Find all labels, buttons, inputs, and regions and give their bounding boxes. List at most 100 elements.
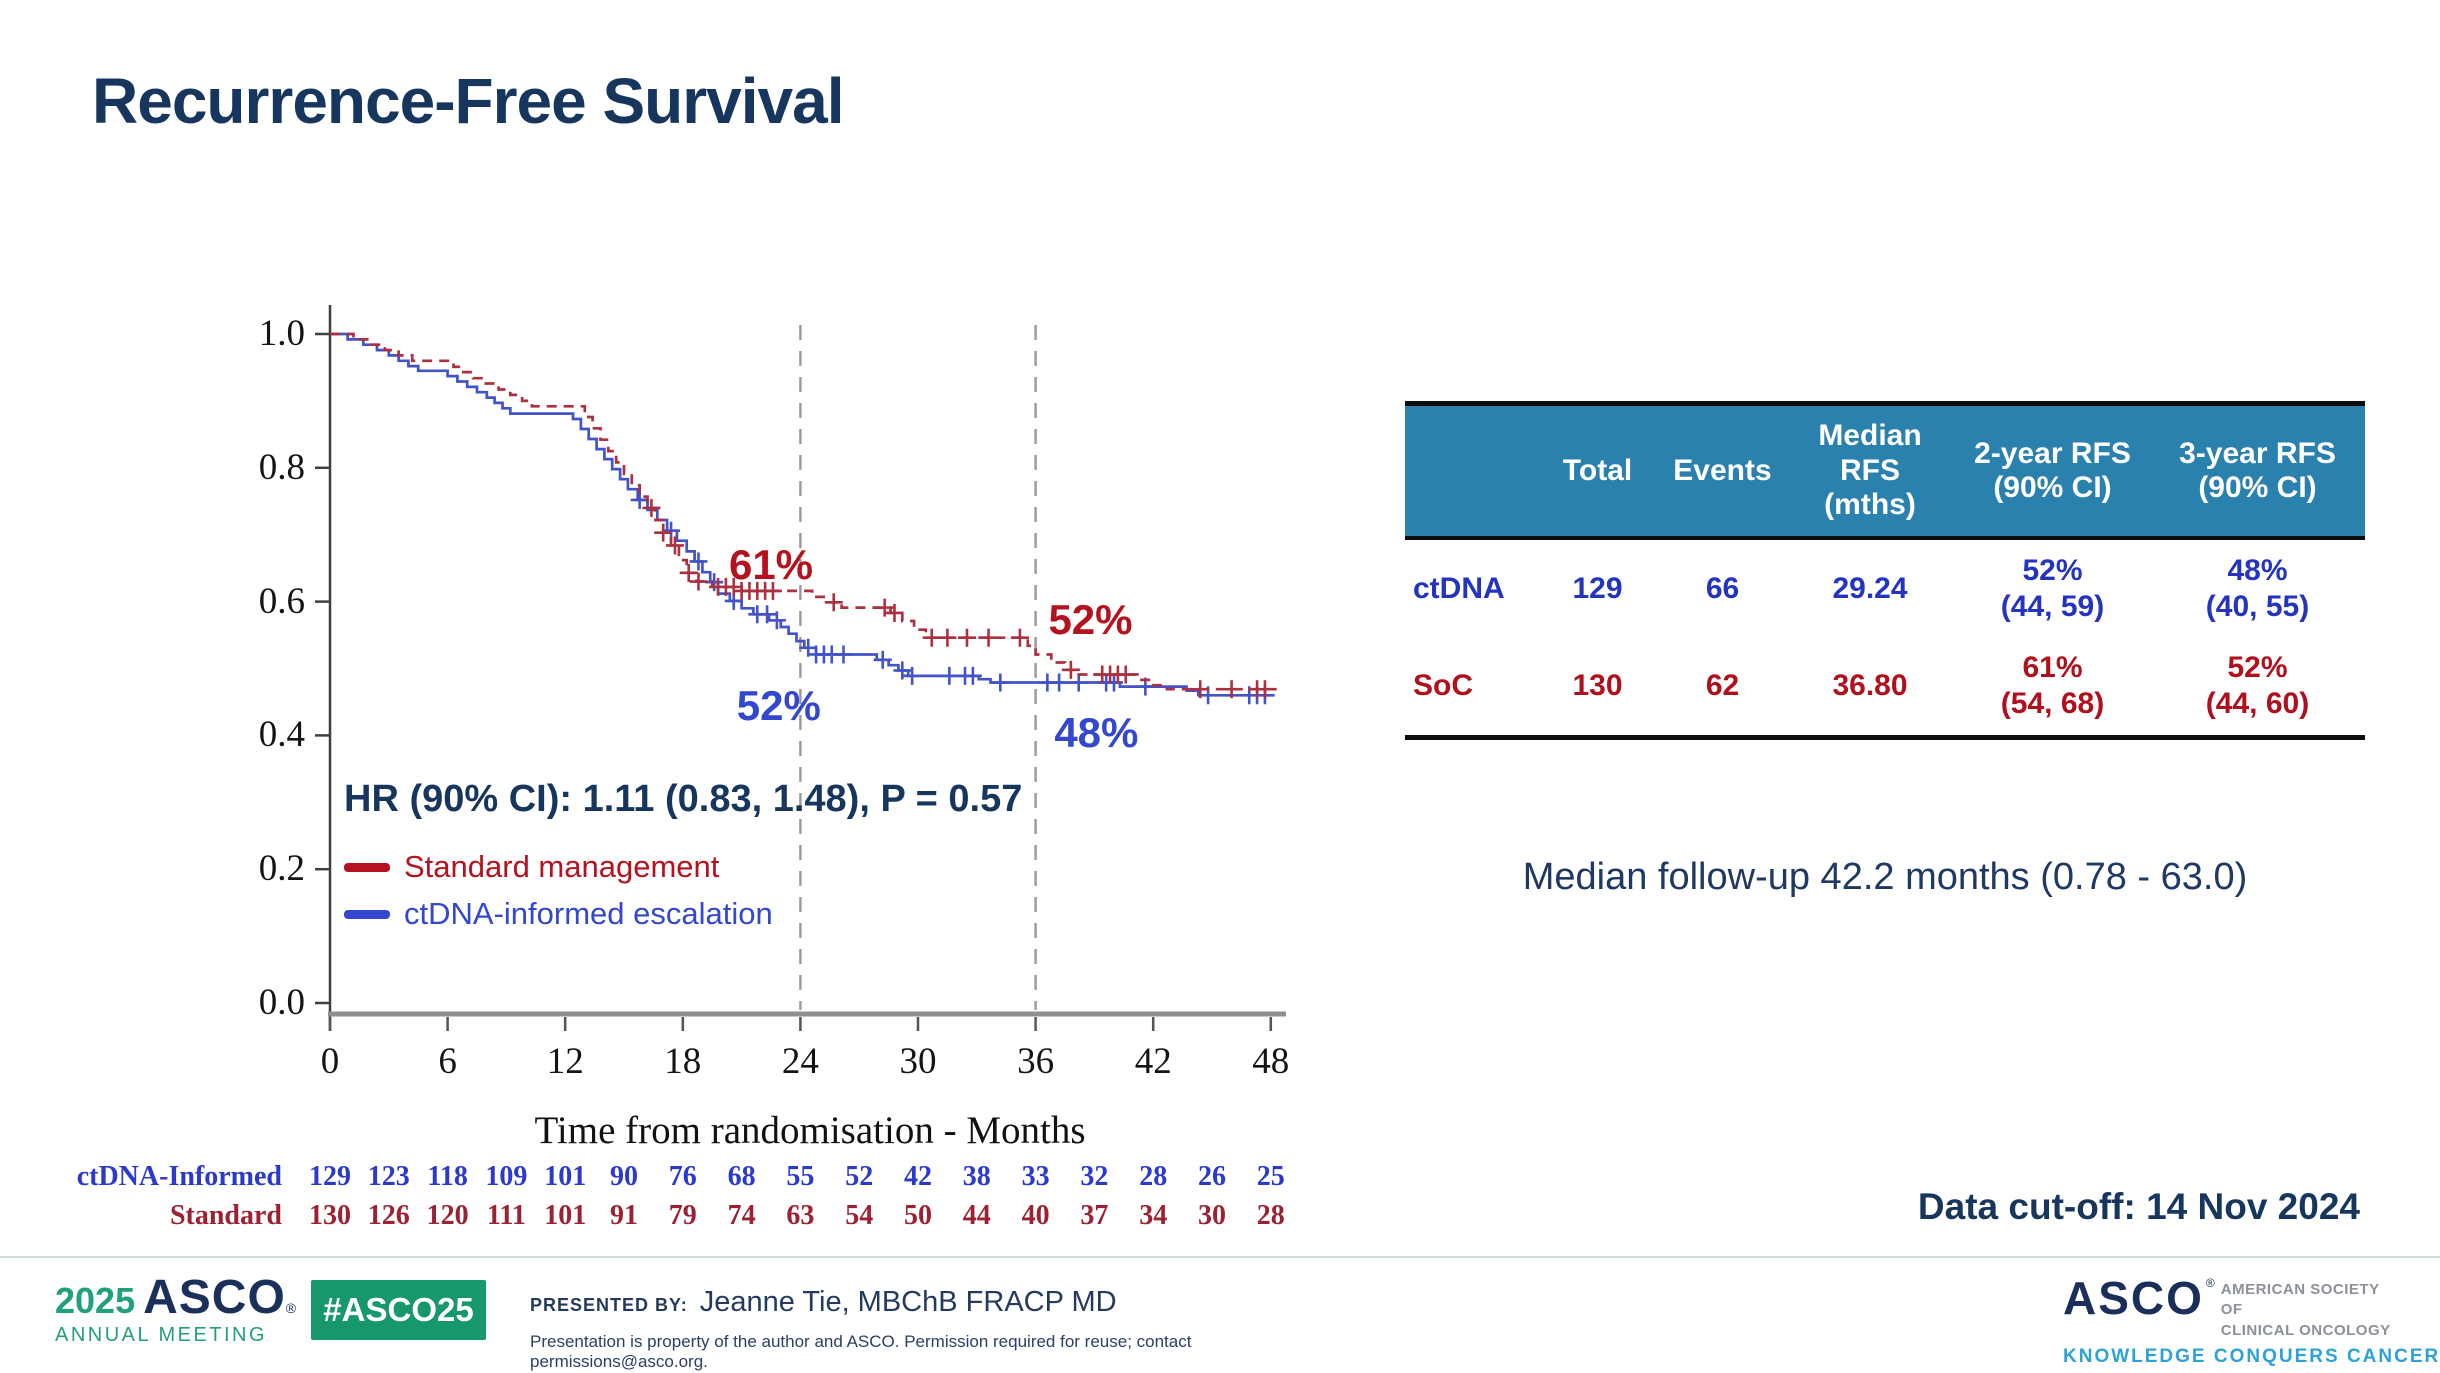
summary-table-grid: Total Events Median RFS (mths) 2-year RFS (… xyxy=(1405,401,2365,740)
risk-count: 118 xyxy=(427,1161,468,1192)
asco-logo: ASCO ® AMERICAN SOCIETY OF CLINICAL ONCO… xyxy=(2063,1272,2440,1368)
summary-cell: 61% (54, 68) xyxy=(1955,637,2150,740)
y-tick-label: 0.4 xyxy=(258,714,305,756)
registered-mark: ® xyxy=(2205,1276,2215,1290)
risk-count: 63 xyxy=(786,1200,815,1231)
censor-marks xyxy=(642,498,1274,699)
risk-count: 91 xyxy=(610,1200,638,1231)
summary-cell: 62 xyxy=(1660,637,1785,740)
meeting-year: 2025 xyxy=(55,1280,136,1321)
x-tick-label: 42 xyxy=(1134,1041,1172,1082)
risk-count: 52 xyxy=(845,1161,874,1192)
series-standard-management xyxy=(330,332,1277,699)
y-tick-label: 0.0 xyxy=(258,982,305,1023)
meeting-org: ASCO xyxy=(143,1271,286,1324)
summary-cell: 48% (40, 55) xyxy=(2205,553,2310,623)
summary-cell: 130 xyxy=(1535,637,1660,740)
asco-logo-row: ASCO ® AMERICAN SOCIETY OF CLINICAL ONCO… xyxy=(2063,1272,2403,1341)
summary-row-label: SoC xyxy=(1405,637,1535,740)
survival-percent-annotation: 61% xyxy=(728,540,814,588)
data-cutoff-text: Data cut-off: 14 Nov 2024 xyxy=(1917,1186,2360,1227)
ctdna-escalation-swatch xyxy=(344,909,390,919)
summary-cell: 36.80 xyxy=(1785,637,1955,740)
summary-header-cell: Total xyxy=(1535,401,1660,540)
summary-row-soc: SoC 130 62 36.80 61% (54, 68) 52% (44, 60) xyxy=(1405,637,2365,740)
risk-count: 44 xyxy=(962,1200,991,1231)
risk-count: 129 xyxy=(309,1161,351,1192)
summary-cell: 52% (44, 59) xyxy=(2000,553,2105,623)
page-title: Recurrence-Free Survival xyxy=(92,65,844,137)
presented-by-block: PRESENTED BY: Jeanne Tie, MBChB FRACP MD… xyxy=(530,1286,1350,1372)
risk-row-label: Standard xyxy=(169,1200,282,1231)
summary-header-cell xyxy=(1405,401,1535,540)
summary-header-cell: 2-year RFS (90% CI) xyxy=(1955,401,2150,540)
summary-row-label: ctDNA xyxy=(1413,571,1505,605)
risk-count: 28 xyxy=(1256,1200,1285,1231)
asco-tagline: KNOWLEDGE CONQUERS CANCER xyxy=(2063,1345,2440,1367)
legend-item-standard: Standard management xyxy=(344,849,773,885)
hashtag-badge: #ASCO25 xyxy=(311,1280,486,1340)
legend: Standard management ctDNA-informed escal… xyxy=(344,849,773,943)
survival-percent-annotation: 52% xyxy=(736,681,821,729)
presenter-name: Jeanne Tie, MBChB FRACP MD xyxy=(699,1286,1117,1318)
risk-count: 33 xyxy=(1021,1161,1050,1192)
x-tick-label: 24 xyxy=(781,1041,819,1082)
summary-cell: 29.24 xyxy=(1832,571,1908,605)
x-tick-label: 36 xyxy=(1017,1041,1055,1082)
y-tick-label: 0.6 xyxy=(258,580,305,622)
risk-count: 120 xyxy=(426,1200,469,1231)
registered-mark: ® xyxy=(285,1300,297,1316)
risk-count: 28 xyxy=(1139,1161,1168,1192)
risk-count: 50 xyxy=(904,1200,932,1231)
x-tick-label: 18 xyxy=(664,1041,702,1082)
x-tick-label: 0 xyxy=(320,1041,340,1082)
summary-row-ctdna: ctDNA 129 66 29.24 52% (44, 59) 48% (40, 55) xyxy=(1405,538,2365,638)
risk-count: 101 xyxy=(544,1200,587,1231)
risk-count: 32 xyxy=(1080,1161,1109,1192)
risk-count: 42 xyxy=(904,1161,932,1192)
meeting-sub: ANNUAL MEETING xyxy=(55,1324,268,1346)
risk-count: 76 xyxy=(668,1161,697,1192)
legend-label-standard: Standard management xyxy=(404,849,720,884)
x-tick-label: 48 xyxy=(1252,1041,1290,1082)
risk-count: 74 xyxy=(727,1200,756,1231)
survival-percent-annotation: 52% xyxy=(1048,596,1133,644)
risk-count: 109 xyxy=(485,1161,528,1192)
risk-count: 79 xyxy=(668,1200,697,1231)
x-axis-title: Time from randomisation - Months xyxy=(534,1109,1086,1152)
legend-label-ctdna: ctDNA-informed escalation xyxy=(404,896,773,931)
median-followup-text: Median follow-up 42.2 months (0.78 - 63.… xyxy=(1522,856,2248,898)
risk-count: 40 xyxy=(1021,1200,1050,1231)
risk-count: 38 xyxy=(962,1161,991,1192)
summary-header-cell: Events xyxy=(1660,401,1785,540)
risk-count: 90 xyxy=(610,1161,638,1192)
asco-wordmark: ASCO xyxy=(2063,1272,2204,1324)
summary-header-cell: 3-year RFS (90% CI) xyxy=(2150,401,2365,540)
presented-by-row: PRESENTED BY: Jeanne Tie, MBChB FRACP MD xyxy=(530,1286,1350,1319)
risk-count: 101 xyxy=(544,1161,587,1192)
asco-society-text: AMERICAN SOCIETY OF CLINICAL ONCOLOGY xyxy=(2220,1281,2391,1339)
y-tick-label: 0.2 xyxy=(258,848,305,890)
summary-cell: 129 xyxy=(1572,571,1623,605)
risk-count: 123 xyxy=(367,1161,410,1192)
risk-count: 68 xyxy=(727,1161,756,1192)
summary-header-cell: Median RFS (mths) xyxy=(1785,401,1955,540)
risk-count: 111 xyxy=(486,1200,526,1231)
risk-count: 34 xyxy=(1139,1200,1168,1231)
survival-percent-annotation: 48% xyxy=(1054,708,1139,756)
disclaimer-text: Presentation is property of the author a… xyxy=(530,1332,1192,1371)
risk-count: 26 xyxy=(1198,1161,1226,1192)
hr-annotation: HR (90% CI): 1.11 (0.83, 1.48), P = 0.57 xyxy=(344,778,1023,820)
summary-table: Total Events Median RFS (mths) 2-year RFS (… xyxy=(1405,401,2365,740)
y-tick-label: 1.0 xyxy=(258,313,305,354)
risk-count: 37 xyxy=(1080,1200,1109,1231)
presented-by-label: PRESENTED BY: xyxy=(530,1295,688,1315)
meeting-logo-top: 2025 ASCO ® xyxy=(55,1271,297,1324)
axes xyxy=(315,305,1286,1031)
risk-count: 55 xyxy=(786,1161,815,1192)
risk-count: 30 xyxy=(1198,1200,1226,1231)
legend-item-ctdna: ctDNA-informed escalation xyxy=(344,896,773,932)
series-ctdna-informed-escalation xyxy=(330,332,1275,705)
